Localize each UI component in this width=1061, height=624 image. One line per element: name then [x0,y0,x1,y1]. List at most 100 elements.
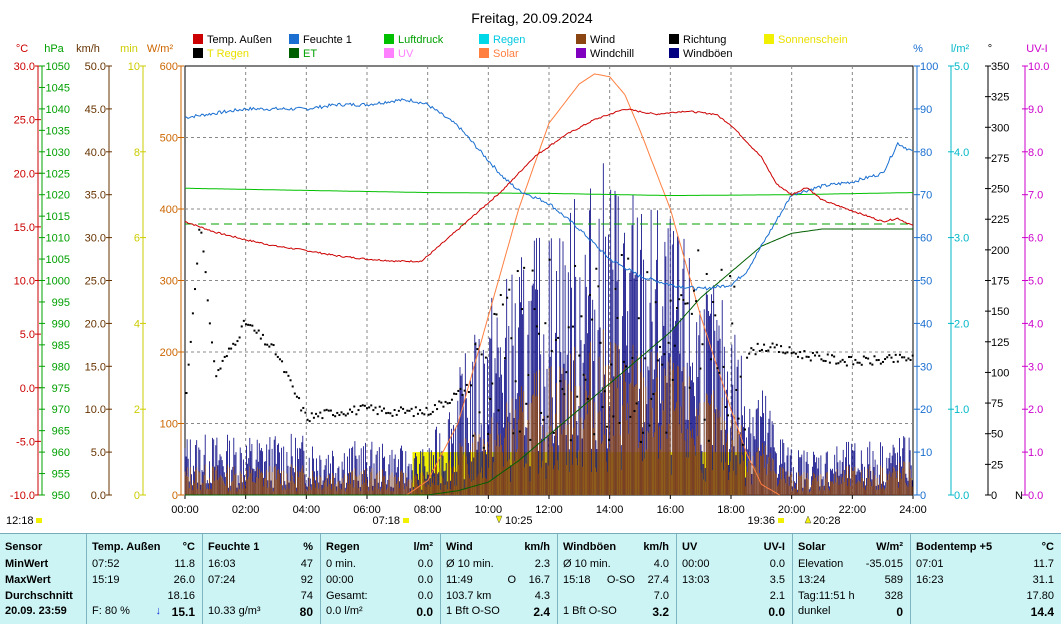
direction-dot [523,266,526,269]
legend-item: Temp. Außen [193,34,272,46]
hpa-tick-label: 950 [52,490,70,502]
direction-dot [877,359,880,362]
hpa-tick-label: 975 [52,383,70,395]
direction-dot [533,308,536,311]
uvi-tick-label: 2.0 [1028,404,1043,416]
direction-dot [697,249,700,252]
temp-tick-label: 10.0 [14,276,35,288]
direction-dot [659,345,662,348]
direction-dot [261,333,264,336]
legend-label: Windböen [683,48,733,60]
direction-dot [402,407,405,410]
direction-dot [837,362,840,365]
panel-cell-value: 2.3 [534,558,550,570]
direction-dot [692,289,695,292]
legend-item: Luftdruck [384,34,443,46]
panel-col-feuchte: Feuchte 1% 16:03 47 07:24 92 74 10.33 g/m³ 80 [202,534,321,624]
kmh-tick-label: 15.0 [85,361,106,373]
legend-label: Feuchte 1 [303,34,352,46]
direction-dot [410,407,413,410]
panel-cell-text: Tag:11:51 h [798,590,855,602]
direction-dot [242,319,245,322]
direction-dot [597,285,600,288]
direction-dot [780,345,783,348]
panel-col-boden: Bodentemp +5 °C 07:01 11.7 16:23 31.1 17.80 14.… [910,534,1061,624]
direction-dot [325,408,328,411]
temp-tick-label: 30.0 [14,61,35,73]
hpa-tick-label: 1030 [46,147,70,159]
lm2-unit: l/m² [951,43,970,55]
direction-dot [578,354,581,357]
uvi-tick-label: 9.0 [1028,104,1043,116]
direction-dot [635,402,638,405]
direction-dot [748,352,751,355]
min-tick-label: 4 [134,318,140,330]
legend-swatch [193,34,203,44]
panel-cell-value: 31.1 [1032,574,1054,586]
pct-tick-label: 0 [920,490,926,502]
direction-dot [508,288,511,291]
direction-dot [363,404,366,407]
direction-dot [247,323,250,326]
direction-dot [771,342,774,345]
time-tick-label: 16:00 [657,504,685,516]
temp-unit: °C [16,43,28,55]
direction-dot [548,258,551,261]
summary-panel: Sensor MinWert MaxWert Durchschnitt 20.09. 2… [0,533,1061,624]
direction-dot [618,421,621,424]
direction-dot [259,337,262,340]
direction-dot [459,387,462,390]
direction-dot [264,343,267,346]
deg-unit: ° [988,43,992,55]
direction-dot [448,401,451,404]
direction-dot [429,413,432,416]
panel-cell-mid: ↓ [155,605,162,617]
deg-tick-label: 50 [991,429,1003,441]
direction-dot [718,371,721,374]
legend-item: ET [289,48,317,60]
direction-dot [797,355,800,358]
legend-swatch [669,34,679,44]
hpa-tick-label: 1035 [46,125,70,137]
hpa-tick-label: 990 [52,318,70,330]
panel-col-head: Wind [446,541,473,553]
direction-dot [726,414,729,417]
direction-dot [450,398,453,401]
legend-label: Sonnenschein [778,34,848,46]
panel-col-unit: °C [1041,541,1054,553]
direction-dot [862,355,865,358]
direction-dot [514,380,517,383]
direction-dot [777,351,780,354]
direction-dot [875,359,878,362]
hpa-tick-label: 1020 [46,190,70,202]
legend-item: Richtung [669,34,726,46]
direction-dot [622,360,625,363]
direction-dot [423,413,426,416]
time-tick-label: 00:00 [171,504,199,516]
panel-cell-value: 14.4 [1030,605,1054,619]
sunset-label: 20:28 [813,515,841,527]
direction-dot [419,409,422,412]
panel-row-label: Durchschnitt [5,590,73,602]
direction-dot [782,351,785,354]
direction-dot [474,343,477,346]
direction-dot [414,406,417,409]
direction-dot [867,357,870,360]
direction-dot [444,400,447,403]
uvi-tick-label: 4.0 [1028,318,1043,330]
direction-dot [833,355,836,358]
direction-dot [187,363,190,366]
direction-dot [521,308,524,311]
panel-cell-text: 16:03 [208,558,236,570]
direction-dot [281,360,284,363]
direction-dot [323,409,326,412]
panel-cell-mid: O [507,574,516,586]
direction-dot [599,341,602,344]
direction-dot [799,351,802,354]
wm2-tick-label: 0 [172,490,178,502]
legend-label: Windchill [590,48,635,60]
direction-dot [911,354,914,357]
direction-dot [537,332,540,335]
legend-label: Richtung [683,34,727,46]
direction-dot [892,360,895,363]
